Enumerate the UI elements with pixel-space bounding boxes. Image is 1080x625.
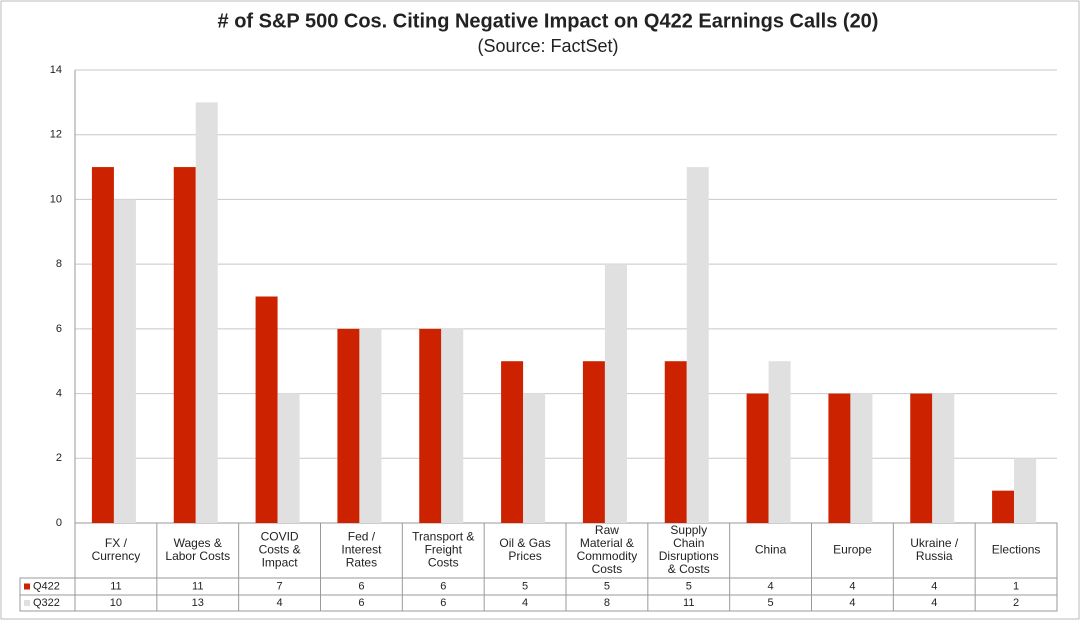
x-tick-label: Fed / Interest Rates — [341, 530, 382, 570]
bar — [910, 393, 933, 523]
x-tick-label: Oil & Gas Prices — [499, 536, 550, 563]
bar — [523, 393, 546, 523]
table-value: 1 — [1013, 580, 1019, 592]
table-value: 11 — [683, 597, 694, 609]
bar — [419, 328, 442, 523]
table-value: 6 — [358, 580, 364, 592]
bar — [359, 328, 382, 523]
table-value: 4 — [768, 580, 774, 592]
bar — [768, 361, 791, 523]
x-tick-label: China — [755, 543, 787, 557]
table-value: 6 — [440, 580, 446, 592]
bar — [173, 167, 196, 524]
table-value: 4 — [931, 580, 937, 592]
x-tick-label: Supply Chain Disruptions & Costs — [659, 523, 719, 576]
legend-swatch — [24, 600, 30, 606]
table-value: 4 — [522, 597, 528, 609]
legend-swatch — [24, 583, 30, 590]
bar — [1014, 458, 1037, 523]
bar — [441, 328, 464, 523]
bar — [604, 264, 627, 523]
x-tick-label: Transport & Freight Costs — [412, 530, 474, 570]
table-value: 6 — [440, 597, 446, 609]
table-value: 4 — [849, 597, 855, 609]
bar — [337, 328, 360, 523]
table-value: 11 — [192, 580, 203, 592]
bar — [113, 199, 136, 523]
bar — [828, 393, 851, 523]
bar — [195, 102, 218, 523]
y-tick-label: 4 — [56, 387, 62, 399]
table-value: 11 — [110, 580, 121, 592]
bar — [501, 361, 524, 523]
bar — [992, 490, 1015, 523]
y-tick-label: 0 — [56, 517, 62, 529]
bar — [932, 393, 955, 523]
x-tick-label: Wages & Labor Costs — [165, 536, 230, 563]
bar — [850, 393, 873, 523]
x-tick-label: COVID Costs & Impact — [259, 530, 301, 570]
table-value: 7 — [277, 580, 283, 592]
y-tick-label: 14 — [50, 64, 62, 76]
table-value: 2 — [1013, 597, 1019, 609]
legend-label: Q422 — [33, 580, 60, 592]
x-tick-label: Raw Material & Commodity Costs — [577, 523, 638, 576]
legend-label: Q322 — [33, 597, 60, 609]
table-value: 10 — [110, 597, 122, 609]
y-tick-label: 2 — [56, 452, 62, 464]
table-value: 5 — [768, 597, 774, 609]
table-value: 6 — [358, 597, 364, 609]
x-tick-label: Elections — [992, 543, 1041, 557]
y-tick-label: 10 — [50, 193, 62, 205]
bar — [582, 361, 605, 523]
bar — [686, 167, 709, 524]
table-value: 8 — [604, 597, 610, 609]
x-tick-label: Europe — [833, 543, 872, 557]
table-value: 4 — [277, 597, 283, 609]
table-value: 5 — [686, 580, 692, 592]
x-tick-label: FX / Currency — [92, 536, 141, 563]
y-tick-label: 6 — [56, 323, 62, 335]
bar — [91, 167, 114, 524]
bar — [255, 296, 278, 523]
bar — [277, 393, 300, 523]
y-tick-label: 12 — [50, 129, 62, 141]
bar — [746, 393, 769, 523]
table-value: 5 — [522, 580, 528, 592]
x-tick-label: Ukraine / Russia — [910, 536, 959, 563]
chart-subtitle: (Source: FactSet) — [477, 36, 618, 56]
bar — [664, 361, 687, 523]
table-value: 13 — [192, 597, 204, 609]
table-value: 5 — [604, 580, 610, 592]
chart-title: # of S&P 500 Cos. Citing Negative Impact… — [218, 10, 879, 32]
table-value: 4 — [849, 580, 855, 592]
table-value: 4 — [931, 597, 937, 609]
y-tick-label: 8 — [56, 258, 62, 270]
